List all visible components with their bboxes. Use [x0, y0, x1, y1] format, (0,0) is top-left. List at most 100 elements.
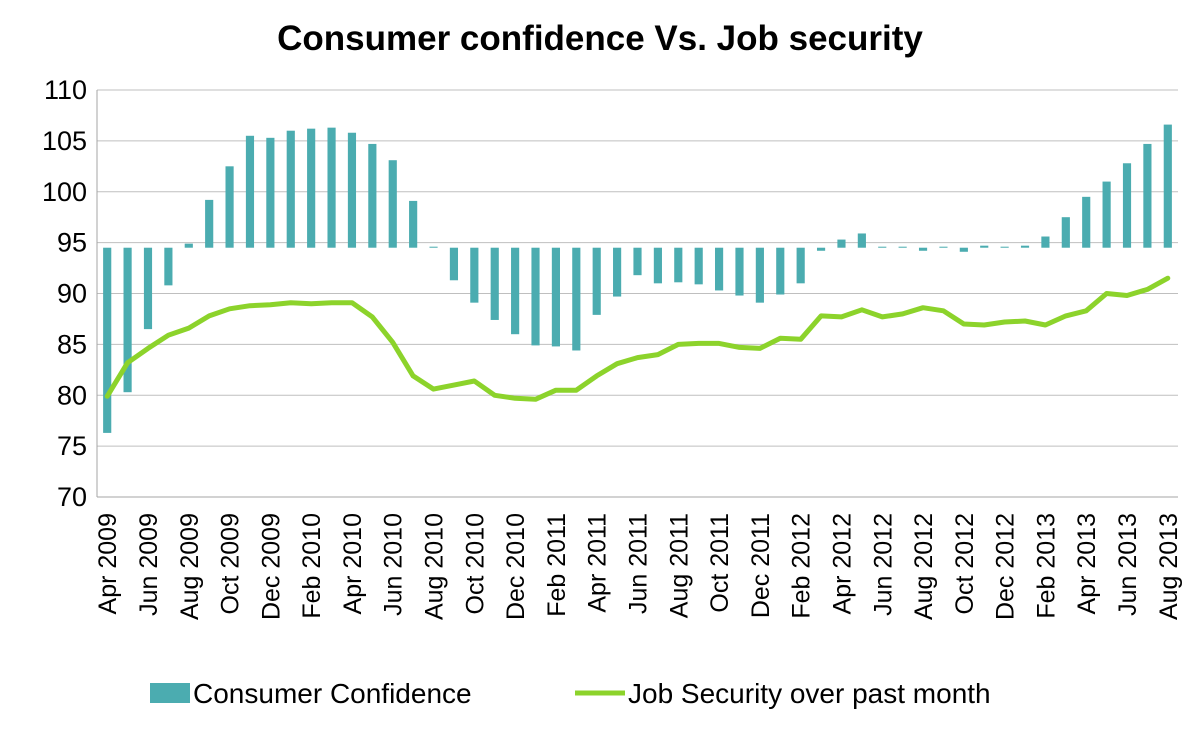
- x-tick-label: Jun 2013: [1114, 513, 1142, 616]
- bar: [918, 247, 928, 251]
- x-tick-label: Jun 2010: [380, 513, 408, 616]
- bar: [347, 132, 357, 248]
- x-tick-label: Aug 2013: [1155, 513, 1183, 620]
- y-tick-labels: 70 75 80 85 90 95 100 105 110: [42, 75, 87, 512]
- y-tick-label: 85: [57, 329, 87, 359]
- legend-label-consumer-confidence: Consumer Confidence: [193, 678, 472, 709]
- bar: [735, 247, 744, 296]
- bar: [898, 246, 907, 248]
- x-tick-label: Aug 2011: [665, 513, 693, 618]
- chart-title: Consumer confidence Vs. Job security: [277, 19, 923, 58]
- x-tick-label: Oct 2010: [461, 513, 489, 614]
- bar: [1102, 181, 1111, 248]
- x-tick-label: Feb 2013: [1032, 513, 1060, 619]
- bar: [490, 247, 499, 320]
- bar: [409, 200, 418, 248]
- axes: [96, 90, 1178, 498]
- bar: [1000, 246, 1009, 248]
- x-tick-label: Feb 2010: [298, 513, 326, 619]
- bar: [1082, 196, 1091, 248]
- bar: [327, 127, 336, 248]
- bar: [388, 160, 397, 248]
- bar: [205, 199, 214, 248]
- bar: [674, 247, 683, 283]
- bar: [245, 135, 255, 248]
- x-tick-label: Oct 2012: [951, 513, 979, 614]
- bar: [653, 247, 662, 284]
- bar: [755, 247, 764, 303]
- bar: [939, 246, 948, 248]
- x-tick-label: Apr 2011: [584, 513, 612, 613]
- bar: [123, 247, 132, 393]
- x-tick-label: Feb 2012: [788, 513, 816, 619]
- gridlines: [97, 89, 1178, 498]
- y-tick-label: 75: [57, 431, 87, 461]
- x-tick-label: Feb 2011: [543, 513, 571, 617]
- bar: [878, 246, 887, 248]
- bar: [980, 245, 989, 248]
- bar: [1041, 236, 1050, 248]
- y-tick-label: 80: [57, 380, 87, 410]
- bar: [531, 247, 540, 346]
- y-tick-label: 95: [57, 228, 87, 258]
- bar: [816, 247, 826, 251]
- x-tick-label: Jun 2011: [625, 513, 653, 614]
- bar: [449, 247, 459, 281]
- legend-label-job-security: Job Security over past month: [628, 678, 991, 709]
- bar: [1020, 245, 1030, 248]
- y-tick-label: 100: [42, 177, 87, 207]
- bar: [368, 143, 377, 248]
- x-tick-label: Aug 2009: [176, 513, 204, 620]
- x-tick-label: Aug 2012: [910, 513, 938, 620]
- bar: [511, 247, 520, 335]
- x-tick-label: Apr 2010: [339, 513, 367, 614]
- bar: [694, 247, 703, 285]
- x-tick-label: Dec 2010: [502, 513, 530, 620]
- bar: [470, 247, 479, 303]
- series-line: [104, 275, 1171, 402]
- bar: [613, 247, 622, 297]
- bar: [857, 233, 866, 248]
- bar: [164, 247, 173, 286]
- x-tick-label: Jun 2012: [869, 513, 897, 616]
- bar: [633, 247, 642, 276]
- x-tick-label: Jun 2009: [135, 513, 163, 616]
- bar: [1061, 217, 1070, 248]
- x-tick-label: Dec 2012: [992, 513, 1020, 620]
- x-tick-label: Dec 2011: [747, 513, 775, 618]
- bar: [572, 247, 581, 351]
- bar: [307, 128, 316, 248]
- bar: [592, 247, 601, 315]
- y-tick-label: 110: [44, 75, 87, 105]
- x-tick-label: Aug 2010: [421, 513, 449, 620]
- bar: [184, 243, 193, 248]
- bar: [776, 247, 785, 295]
- x-tick-label: Oct 2011: [706, 513, 734, 613]
- bars-consumer-confidence: [103, 124, 1172, 433]
- bar: [429, 246, 438, 248]
- x-tick-label: Dec 2009: [257, 513, 285, 620]
- x-tick-label: Apr 2013: [1073, 513, 1101, 614]
- bar: [286, 130, 295, 248]
- bar: [551, 247, 560, 347]
- bar: [225, 166, 234, 248]
- bar: [715, 247, 724, 291]
- bar: [143, 247, 153, 330]
- bar: [1143, 143, 1152, 248]
- legend: Consumer Confidence Job Security over pa…: [150, 678, 991, 709]
- bar: [837, 239, 846, 248]
- bar: [266, 137, 275, 248]
- legend-swatch-consumer-confidence: [150, 683, 190, 703]
- y-tick-label: 90: [57, 279, 87, 309]
- x-tick-label: Apr 2009: [94, 513, 122, 614]
- bar: [796, 247, 805, 284]
- x-tick-label: Oct 2009: [217, 513, 245, 614]
- bar: [959, 247, 968, 252]
- y-tick-label: 70: [57, 482, 87, 512]
- y-tick-label: 105: [42, 126, 87, 156]
- line-job-security: [104, 275, 1171, 402]
- bar: [103, 247, 112, 433]
- x-tick-labels: Apr 2009 Jun 2009 Aug 2009 Oct 2009 Dec 2009…: [94, 513, 1183, 620]
- bar: [1122, 163, 1132, 248]
